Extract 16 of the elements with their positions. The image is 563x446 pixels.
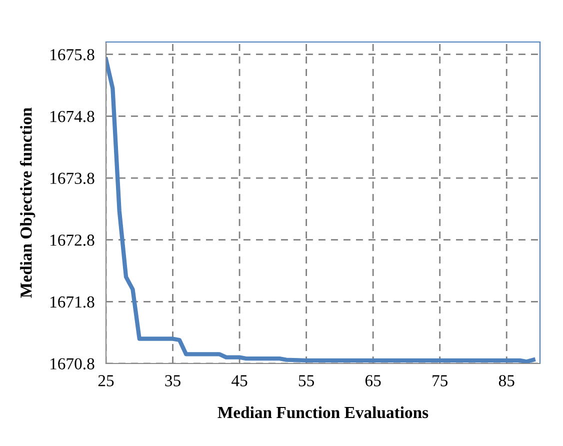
x-axis-title: Median Function Evaluations [218,406,428,418]
x-tick-label: 65 [365,375,381,386]
y-tick-label: 1671.8 [50,296,94,308]
x-tick-label: 25 [98,375,114,386]
y-tick-label: 1674.8 [50,110,94,122]
x-tick-label: 55 [298,375,314,386]
x-tick-label: 85 [498,375,514,386]
line-series [106,57,536,364]
x-tick-label: 75 [432,375,448,386]
y-tick-label: 1672.8 [50,234,94,246]
x-tick-label: 35 [165,375,180,386]
y-tick-label: 1673.8 [50,172,94,184]
x-tick-label: 45 [232,375,248,386]
y-tick-label: 1670.8 [50,358,94,370]
y-axis-title: Median Objective function [20,108,36,298]
y-tick-label: 1675.8 [50,49,94,60]
